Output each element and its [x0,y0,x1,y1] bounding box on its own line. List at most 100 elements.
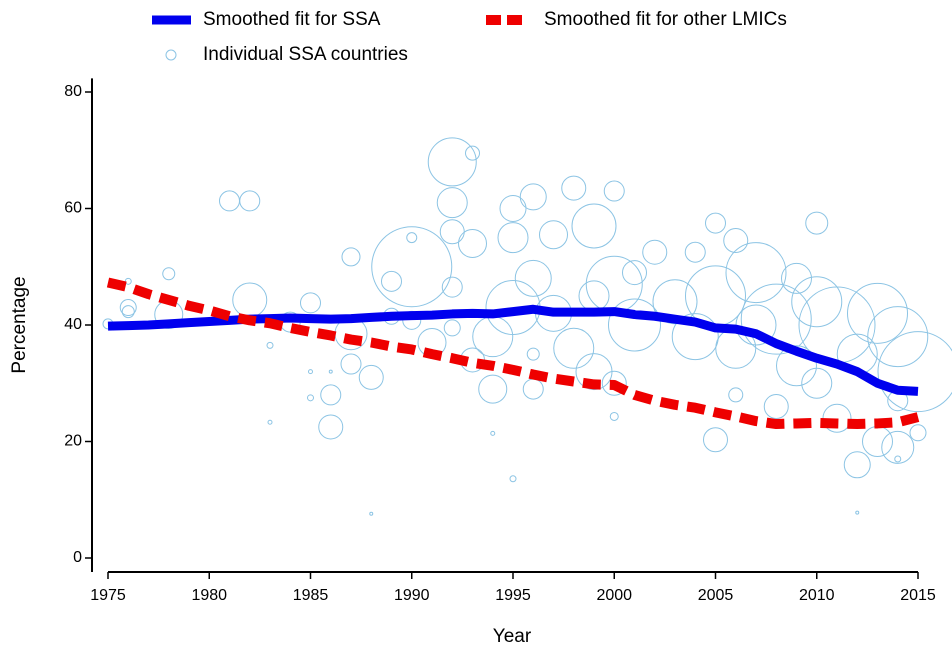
x-tick-label: 1995 [495,587,531,604]
bubble [341,247,361,267]
bubble [526,347,540,361]
bubble [443,319,461,337]
bubble [684,241,706,263]
x-tick-label: 1980 [191,587,227,604]
bubble [232,282,268,318]
bubble [909,424,927,442]
legend-item: Smoothed fit for SSA [152,9,381,30]
bubble [894,455,902,463]
bubble [781,262,812,294]
bubble [867,306,929,368]
bubble [406,232,418,244]
bubble [121,305,135,319]
bubble [478,374,508,404]
bubble [519,183,547,211]
bubble [728,387,744,403]
bubble [578,280,610,312]
y-tick-label: 40 [64,316,82,333]
bubble [427,137,477,187]
bubble [561,175,587,201]
x-tick-label: 1985 [293,587,329,604]
bubble [847,282,908,344]
bubble [553,327,595,369]
legend-label: Smoothed fit for other LMICs [544,9,787,30]
bubble [763,394,789,420]
bubble [671,313,719,361]
bubble [776,345,817,387]
plot-area [102,137,952,516]
bubble [862,426,893,457]
bubble [514,259,552,297]
bubble [855,510,860,515]
bubble [705,212,726,234]
bubble [266,341,274,349]
bubble [119,299,137,317]
bubble [267,419,273,425]
bubble [801,367,833,399]
bubble [881,430,915,464]
bubble [318,414,344,440]
y-tick-label: 20 [64,433,82,450]
legend-label: Smoothed fit for SSA [203,9,381,30]
bubble [497,222,529,254]
bubble [124,277,132,285]
bubble [458,228,487,258]
legend-symbol [165,49,177,61]
bubble [601,370,627,396]
bubble [358,364,384,390]
bubble [308,369,313,375]
bubble [703,427,728,453]
bubble [843,451,871,479]
bubble [328,369,333,374]
bubble [509,475,517,483]
bubble [369,511,374,516]
bubble [320,384,342,406]
bubble [371,226,453,308]
fit-line [107,304,919,396]
bubble [608,298,661,352]
bubble [571,203,617,249]
y-tick-label: 80 [64,83,82,100]
y-tick-label: 0 [73,549,82,566]
x-axis-label: Year [493,626,532,647]
bubble [239,190,261,212]
bubble [877,331,952,413]
bubble [609,411,619,421]
bubble [490,430,496,436]
bubble [340,353,362,375]
bubble [522,378,544,400]
bubble [436,187,468,219]
bubble [723,228,749,254]
bubble [539,220,568,250]
bubble [805,211,829,235]
bubble [472,316,514,358]
x-tick-label: 2005 [698,587,734,604]
bubble [622,260,647,286]
legend-item: Individual SSA countries [165,44,408,65]
legend-item: Smoothed fit for other LMICs [486,9,787,30]
bubble [441,276,463,298]
bubble [300,292,321,314]
bubble [642,239,668,265]
bubble [381,270,402,292]
fit-line-dashed [106,277,920,430]
bubble [219,190,240,212]
x-tick-label: 1975 [90,587,126,604]
bubble [499,195,527,222]
bubble [791,276,843,328]
y-tick-label: 60 [64,200,82,217]
bubble [740,283,812,355]
x-tick-label: 2000 [596,587,632,604]
y-axis-label: Percentage [9,276,30,373]
bubble [162,267,176,281]
bubble [603,180,625,202]
bubble [725,242,787,304]
bubble [307,394,314,402]
x-tick-label: 2010 [799,587,835,604]
x-tick-label: 2015 [900,587,936,604]
bubble [465,145,480,161]
bubble [439,219,465,245]
legend-label: Individual SSA countries [203,44,408,65]
x-tick-label: 1990 [394,587,430,604]
